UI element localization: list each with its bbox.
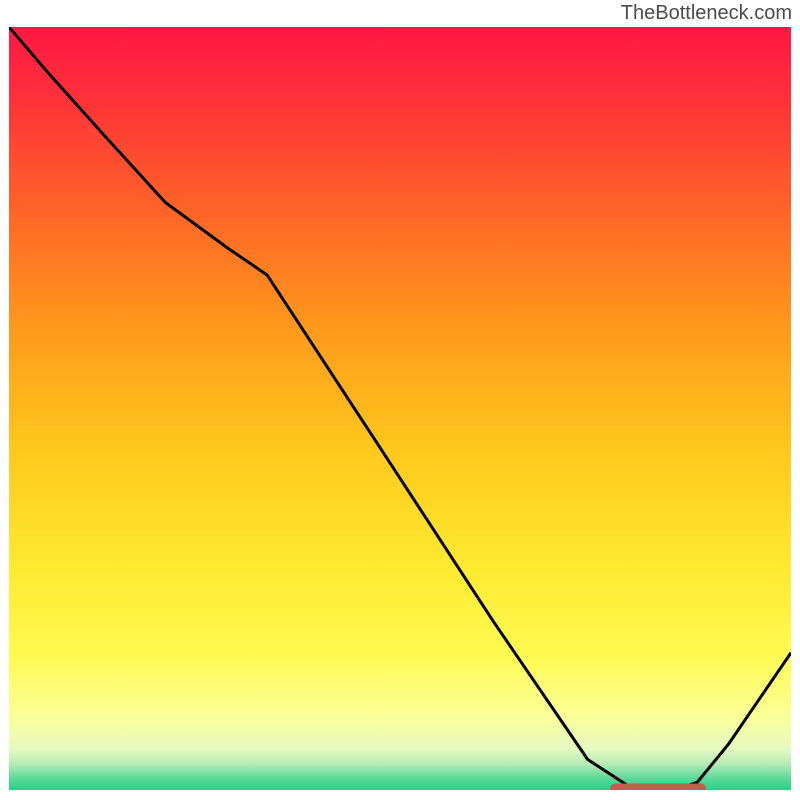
plot-background (9, 27, 791, 790)
bottleneck-chart (0, 0, 800, 800)
